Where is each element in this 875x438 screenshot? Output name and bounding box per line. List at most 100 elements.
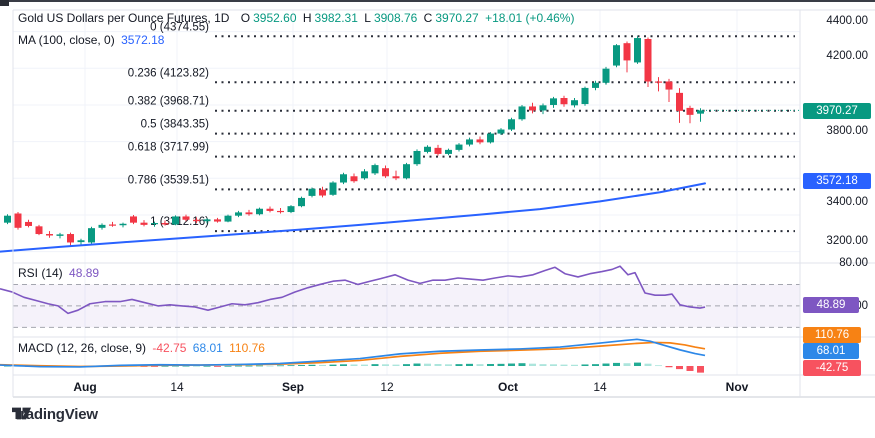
candle-body [476,139,484,143]
low-value: 3908.76 [373,11,418,25]
fib-level-label: 0.618 (3717.99) [128,142,209,154]
candle-body [277,210,284,213]
macd-histogram-bar [350,364,358,367]
candle-body [140,222,148,225]
candle-body [655,81,662,83]
ma-line [0,182,706,253]
time-axis-label: Nov [725,380,749,394]
tradingview-logo-icon [12,407,31,420]
candle-body [550,98,557,105]
macd-histogram-bar [277,365,284,367]
macd-histogram-bar [287,365,295,367]
time-axis-label: Oct [497,380,519,394]
macd-line-badge: 68.01 [803,343,859,359]
candle-body [676,92,683,111]
time-axis-label: 12 [380,380,394,394]
macd-histogram-bar [329,364,337,367]
macd-histogram-bar [235,365,242,367]
macd-histogram-bar [256,365,263,367]
candle-body [214,219,221,222]
candle-body [508,119,515,130]
high-label: H [302,11,312,25]
time-axis-label: 14 [593,380,607,394]
candle-body [319,189,326,196]
tradingview-logo-text: TradingView [12,406,98,423]
candle-body [487,133,494,143]
open-value: 3952.60 [253,11,297,25]
macd-histogram-bar [634,362,641,367]
candle-body [256,208,263,215]
candle-body [634,38,641,63]
macd-line [0,338,706,368]
macd-histogram-bar [424,363,431,367]
macd-histogram-bar [455,364,463,367]
candle-body [88,228,95,243]
fib-level-label: 0.5 (3843.35) [141,119,210,131]
candle-body [539,105,547,111]
candle-body [287,206,295,213]
rsi-value-badge: 48.89 [803,296,859,313]
ma-legend[interactable]: MA (100, close, 0) 3572.18 [18,33,167,47]
macd-histogram-bar [697,366,704,373]
macd-signal-value: 110.76 [229,341,265,355]
macd-histogram-bar [539,364,547,367]
candle-body [424,146,431,152]
macd-histogram-bar [676,366,683,370]
macd-histogram-bar [382,364,389,367]
macd-hist-value: -42.75 [152,341,187,355]
candle-body [455,144,463,150]
candle-body [266,208,274,211]
window-corner [0,0,9,6]
candle-body [182,216,190,220]
candle-body [623,43,631,61]
candle-body [77,240,85,243]
candle-body [434,147,442,154]
time-axis[interactable] [13,375,800,397]
candle-body [560,98,568,105]
macd-histogram-bar [319,364,326,367]
fib-level-label: 1 (3312.16) [150,216,209,228]
macd-histogram-bar [182,365,190,367]
candle-body [371,165,379,174]
macd-line-value: 68.01 [192,341,223,355]
macd-histogram-bar [665,366,673,368]
candle-body [697,110,704,114]
macd-legend[interactable]: MACD (12, 26, close, 9) -42.75 68.01 110… [18,341,268,355]
fib-level-label: 0 (4374.55) [150,21,209,33]
candle-body [686,107,694,115]
close-value: 3970.27 [435,11,479,25]
macd-hist-badge: -42.75 [803,359,861,376]
candle-body [382,168,389,177]
candle-body [203,219,211,222]
candle-body [161,223,169,225]
price-axis-label: 4400.00 [826,15,868,27]
candle-body [14,213,22,228]
macd-histogram-bar [340,364,347,367]
rsi-legend[interactable]: RSI (14) 48.89 [18,266,102,280]
macd-histogram-bar [403,364,410,367]
macd-histogram-bar [193,365,200,367]
macd-histogram-bar [172,365,179,367]
candle-body [193,219,200,222]
candle-body [119,223,127,226]
tradingview-logo[interactable]: TradingView [12,406,98,423]
candle-body [245,212,253,215]
candle-body [67,234,74,243]
time-axis-label: 14 [170,380,184,394]
rsi-label: RSI (14) [18,266,63,280]
macd-signal-badge: 110.76 [803,327,861,343]
candle-body [46,234,53,236]
candle-body [403,164,410,179]
macd-histogram-bar [392,364,400,367]
macd-histogram-bar [298,365,305,367]
fib-level-label: 0.786 (3539.51) [128,174,209,186]
candle-body [25,221,32,226]
macd-histogram-bar [518,363,526,367]
candle-body [665,81,673,90]
last-price-badge: 3970.27 [803,102,871,119]
candle-body [571,100,578,106]
macd-histogram-bar [308,364,316,367]
